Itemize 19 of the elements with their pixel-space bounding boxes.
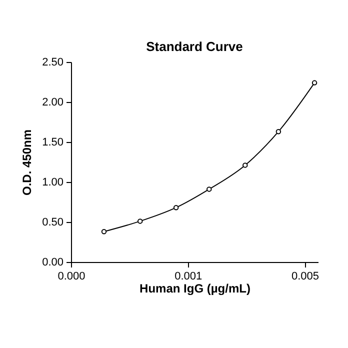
x-tick-label: 0.001 [174, 270, 202, 282]
x-tick-label: 0.000 [58, 270, 86, 282]
x-tick-label: 0.005 [291, 270, 320, 282]
y-axis-title: O.D. 450nm [20, 129, 34, 196]
y-tick-label: 2.50 [42, 56, 64, 68]
point [173, 204, 179, 210]
point [312, 80, 318, 86]
chart-title: Standard Curve [146, 39, 243, 54]
point [206, 186, 212, 192]
point [242, 162, 248, 168]
point [101, 228, 107, 234]
y-tick-label: 2.00 [42, 96, 64, 108]
point [276, 128, 282, 134]
y-tick-label: 0.00 [42, 256, 64, 268]
y-tick-label: 0.50 [42, 216, 64, 228]
x-axis-title: Human IgG (µg/mL) [140, 282, 250, 296]
y-tick-label: 1.50 [42, 136, 64, 148]
point [137, 218, 143, 224]
y-tick-label: 1.00 [42, 176, 64, 188]
